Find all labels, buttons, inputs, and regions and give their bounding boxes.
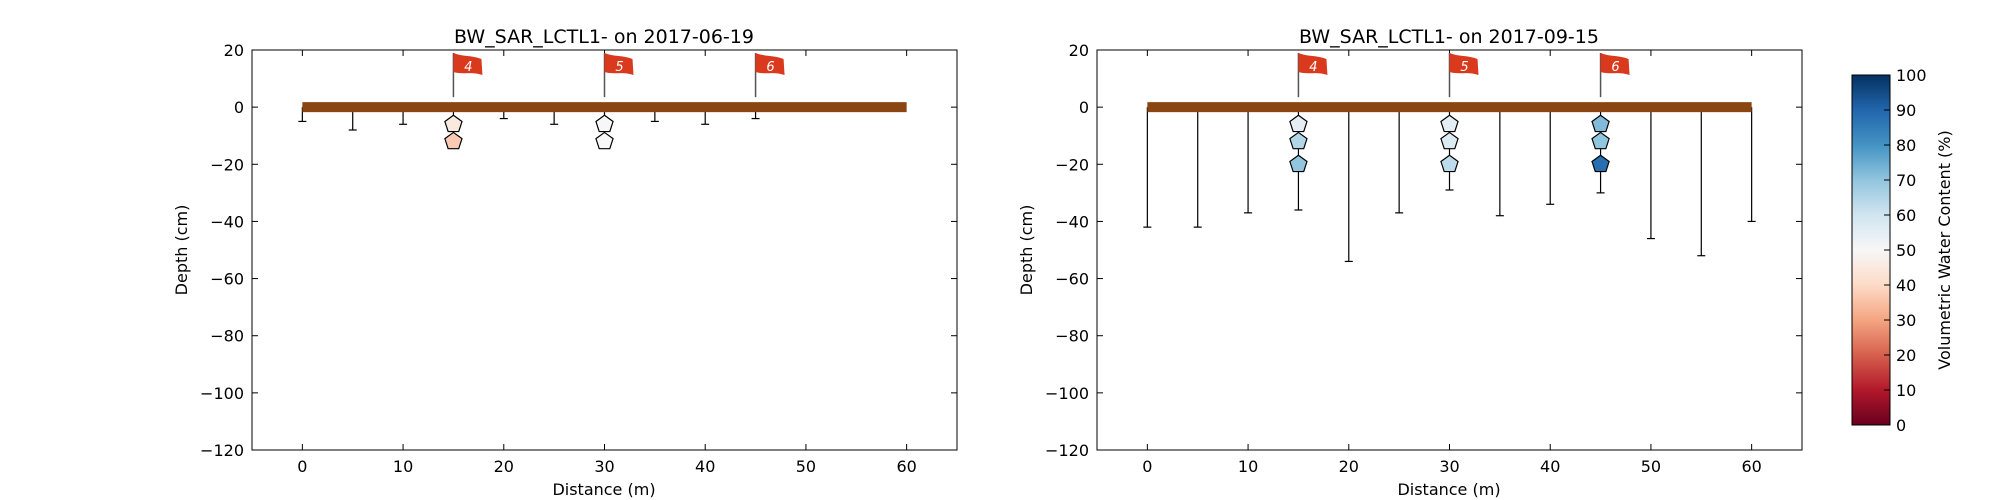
x-tick-label: 40: [695, 457, 715, 476]
x-tick-label: 10: [1238, 457, 1258, 476]
sensor-marker: [1591, 131, 1610, 150]
y-tick-label: −40: [210, 212, 244, 231]
x-tick-label: 60: [1741, 457, 1761, 476]
y-tick-label: −80: [210, 327, 244, 346]
colorbar-tick-label: 10: [1896, 381, 1916, 400]
ground-surface-bar: [1147, 102, 1752, 113]
x-tick-label: 40: [1540, 457, 1560, 476]
y-tick-label: −40: [1055, 212, 1089, 231]
flag-label: 6: [1611, 60, 1619, 75]
flag: [1449, 53, 1479, 75]
y-tick-label: 0: [234, 98, 244, 117]
y-tick-label: −80: [1055, 327, 1089, 346]
right-axis-ticks: 0 10 20 30 40 50 60 20 0 −20 −40 −60 −80 −100 −120: [1045, 41, 1802, 476]
ground-surface-bar: [302, 102, 907, 113]
colorbar-label: Volumetric Water Content (%): [1935, 130, 1954, 369]
colorbar: 0 10 20 30 40 50 60 70 80 90 100 Volumetric Water …: [1851, 66, 1954, 435]
sensor-marker: [1591, 154, 1610, 173]
right-chart-panel: BW_SAR_LCTL1- on 2017-09-15 Distance (m)…: [1017, 26, 1803, 499]
x-tick-label: 30: [1439, 457, 1459, 476]
sensor-marker: [1289, 154, 1308, 173]
x-tick-label: 20: [494, 457, 514, 476]
flag: [1298, 53, 1328, 75]
flag-label: 5: [1460, 60, 1468, 75]
colorbar-tick-label: 80: [1896, 136, 1916, 155]
sensor-marker: [444, 114, 463, 133]
y-tick-label: −100: [1045, 384, 1089, 403]
sensor-marker: [1289, 131, 1308, 150]
x-tick-label: 50: [796, 457, 816, 476]
flag: [453, 53, 483, 75]
sensor-marker: [1591, 114, 1610, 133]
y-tick-label: −100: [200, 384, 244, 403]
flag-label: 4: [1309, 60, 1317, 75]
x-tick-label: 20: [1339, 457, 1359, 476]
x-tick-label: 50: [1641, 457, 1661, 476]
left-chart-panel: BW_SAR_LCTL1- on 2017-06-19 Distance (m)…: [172, 26, 958, 499]
flag-label: 6: [766, 60, 774, 75]
y-tick-label: −20: [210, 155, 244, 174]
right-chart-title: BW_SAR_LCTL1- on 2017-09-15: [1299, 26, 1599, 48]
flag: [604, 53, 634, 75]
x-tick-label: 30: [594, 457, 614, 476]
x-tick-label: 0: [1142, 457, 1152, 476]
left-chart-title: BW_SAR_LCTL1- on 2017-06-19: [454, 26, 754, 48]
colorbar-ticks: 0 10 20 30 40 50 60 70 80 90 100: [1884, 66, 1927, 435]
left-chart-marks: 4 5 6: [298, 53, 907, 150]
sensor-marker: [595, 131, 614, 150]
sensor-marker: [595, 114, 614, 133]
flag-label: 4: [464, 60, 472, 75]
x-tick-label: 0: [297, 457, 307, 476]
x-tick-label: 60: [896, 457, 916, 476]
colorbar-tick-label: 20: [1896, 346, 1916, 365]
colorbar-tick-label: 30: [1896, 311, 1916, 330]
right-y-axis-label: Depth (cm): [1017, 205, 1036, 296]
y-tick-label: −60: [210, 270, 244, 289]
right-x-axis-label: Distance (m): [1397, 480, 1500, 499]
y-tick-label: 20: [1069, 41, 1089, 60]
flag: [1600, 53, 1630, 75]
left-x-axis-label: Distance (m): [552, 480, 655, 499]
left-axis-ticks: 0 10 20 30 40 50 60 20 0 −20 −40 −60 −80 −100 −120: [200, 41, 957, 476]
colorbar-tick-label: 60: [1896, 206, 1916, 225]
y-tick-label: −120: [200, 441, 244, 460]
sensor-marker: [1289, 114, 1308, 133]
colorbar-gradient: [1851, 74, 1891, 426]
flag: [755, 53, 785, 75]
colorbar-tick-label: 50: [1896, 241, 1916, 260]
sensor-marker: [1440, 131, 1459, 150]
colorbar-tick-label: 70: [1896, 171, 1916, 190]
colorbar-tick-label: 100: [1896, 66, 1927, 85]
left-y-axis-label: Depth (cm): [172, 205, 191, 296]
flag-label: 5: [615, 60, 623, 75]
right-chart-marks: 4 5 6: [1143, 53, 1756, 263]
y-tick-label: 0: [1079, 98, 1089, 117]
y-tick-label: 20: [224, 41, 244, 60]
x-tick-label: 10: [393, 457, 413, 476]
y-tick-label: −20: [1055, 155, 1089, 174]
colorbar-tick-label: 0: [1896, 416, 1906, 435]
colorbar-tick-label: 40: [1896, 276, 1916, 295]
sensor-marker: [444, 131, 463, 150]
sensor-marker: [1440, 154, 1459, 173]
y-tick-label: −60: [1055, 270, 1089, 289]
colorbar-tick-label: 90: [1896, 101, 1916, 120]
sensor-marker: [1440, 114, 1459, 133]
y-tick-label: −120: [1045, 441, 1089, 460]
